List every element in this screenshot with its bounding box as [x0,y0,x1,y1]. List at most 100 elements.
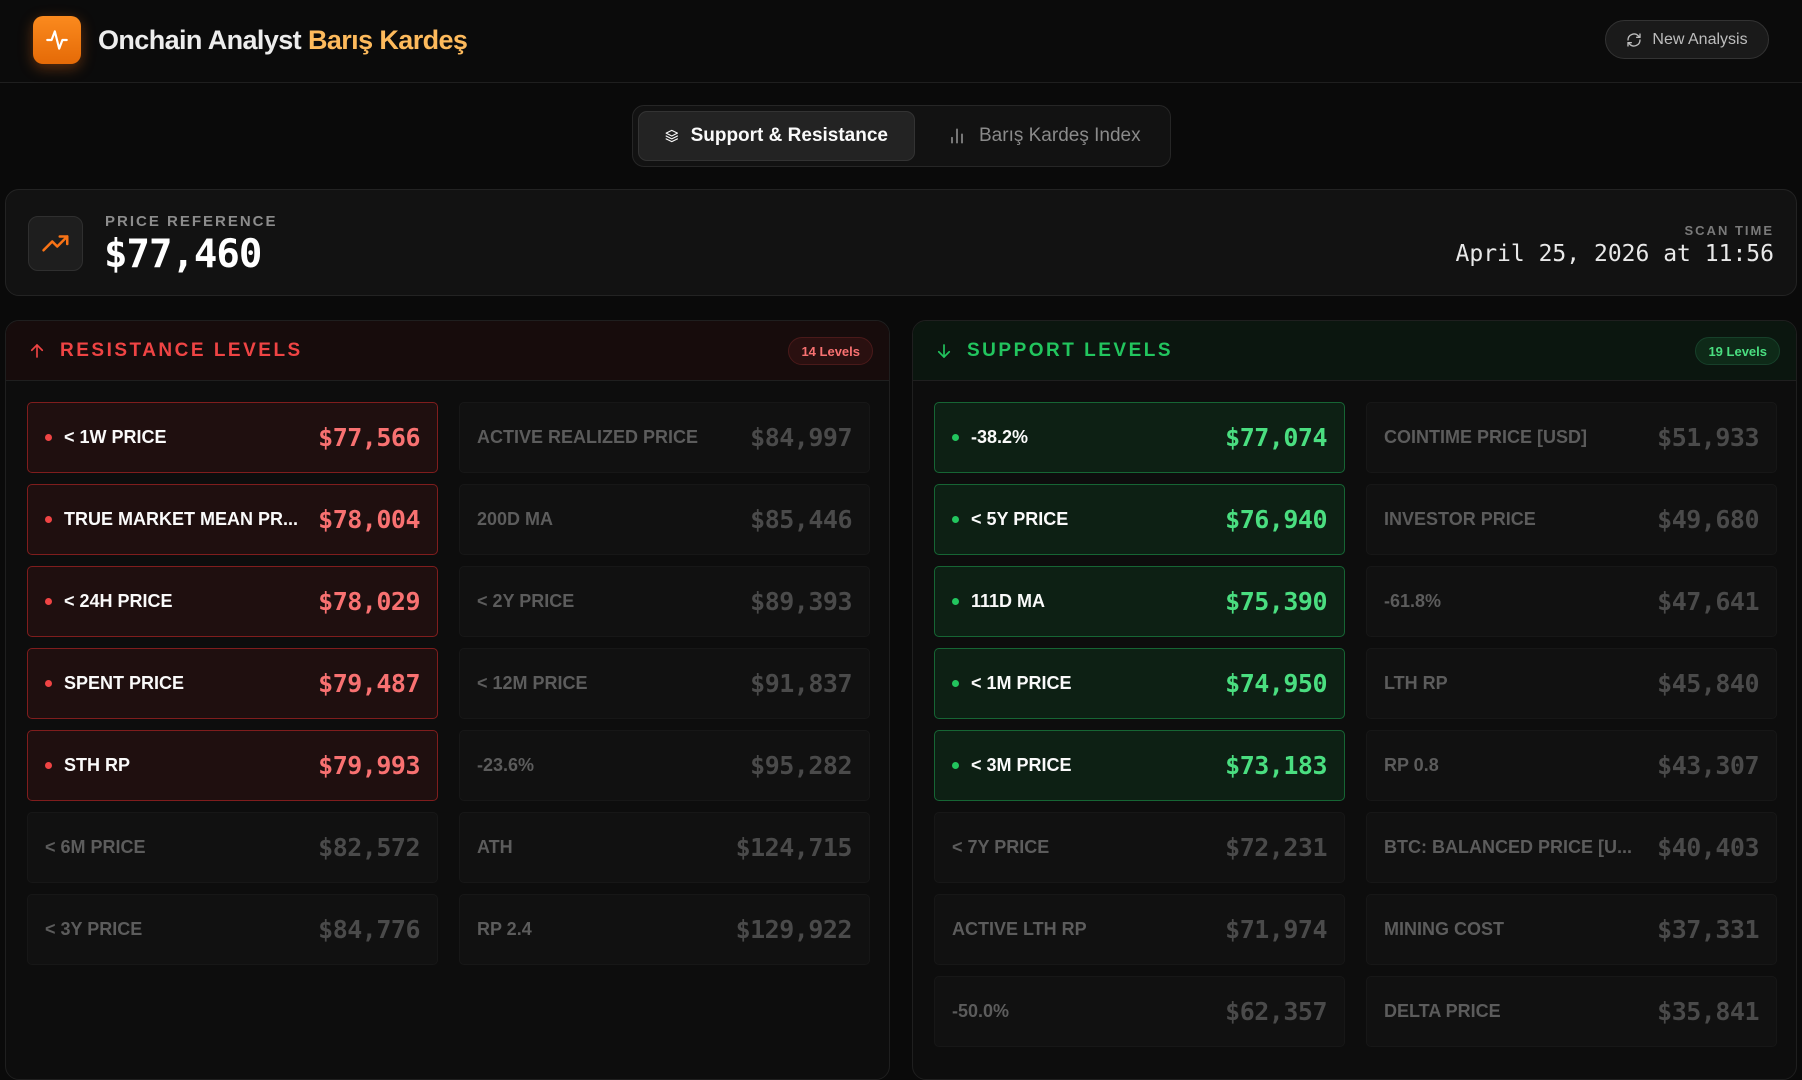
level-name: STH RP [64,755,131,775]
bar-chart-icon [951,128,963,144]
level-value: $129,922 [735,915,853,944]
level-card[interactable]: < 5Y PRICE $76,940 [934,484,1345,555]
level-card[interactable]: RP 0.8 $43,307 [1366,730,1777,801]
level-card[interactable]: COINTIME PRICE [USD] $51,933 [1366,402,1777,473]
support-grid: -38.2% $77,074 COINTIME PRICE [USD] $51,93… [934,402,1777,1047]
level-value: $95,282 [750,751,852,780]
layers-icon [665,129,678,143]
level-value: $124,715 [735,833,853,862]
tab-label: Support & Resistance [690,125,888,146]
level-card[interactable]: LTH RP $45,840 [1366,648,1777,719]
resistance-title: RESISTANCE LEVELS [60,339,303,361]
level-name: 200D MA [477,509,554,529]
level-name: SPENT PRICE [64,673,185,693]
level-card[interactable]: MINING COST $37,331 [1366,894,1777,965]
level-dot [952,516,959,523]
price-reference-value: $77,460 [104,232,262,277]
level-value: $76,940 [1225,505,1327,534]
level-name: < 24H PRICE [64,591,173,611]
price-reference-label: PRICE REFERENCE [105,213,278,230]
level-name: RP 0.8 [1384,755,1439,775]
level-name: LTH RP [1384,673,1448,693]
level-card[interactable]: < 24H PRICE $78,029 [27,566,438,637]
app-title: Onchain Analyst Barış Kardeş [98,22,468,58]
level-name: < 1W PRICE [64,427,167,447]
level-name: TRUE MARKET MEAN PR... [64,509,298,529]
level-card[interactable]: < 1M PRICE $74,950 [934,648,1345,719]
level-card[interactable]: < 7Y PRICE $72,231 [934,812,1345,883]
level-card[interactable]: STH RP $79,993 [27,730,438,801]
level-card[interactable]: < 2Y PRICE $89,393 [459,566,870,637]
level-value: $82,572 [318,833,420,862]
scan-time-label: SCAN TIME [1684,223,1774,238]
level-card[interactable]: ACTIVE REALIZED PRICE $84,997 [459,402,870,473]
level-name: ACTIVE LTH RP [952,919,1087,939]
price-reference-card: PRICE REFERENCE $77,460 SCAN TIME April … [5,189,1797,296]
level-value: $75,390 [1225,587,1327,616]
level-name: COINTIME PRICE [USD] [1384,427,1588,447]
level-card[interactable]: < 6M PRICE $82,572 [27,812,438,883]
level-value: $45,840 [1657,669,1759,698]
resistance-count-badge: 14 Levels [788,337,873,365]
level-name: < 12M PRICE [477,673,588,693]
level-card[interactable]: -38.2% $77,074 [934,402,1345,473]
level-card[interactable]: ATH $124,715 [459,812,870,883]
level-value: $49,680 [1657,505,1759,534]
level-card[interactable]: 111D MA $75,390 [934,566,1345,637]
resistance-header: RESISTANCE LEVELS 14 Levels [6,321,889,381]
level-card[interactable]: BTC: BALANCED PRICE [U... $40,403 [1366,812,1777,883]
level-card[interactable]: 200D MA $85,446 [459,484,870,555]
level-value: $35,841 [1657,997,1759,1026]
level-card[interactable]: TRUE MARKET MEAN PR... $78,004 [27,484,438,555]
level-card[interactable]: -50.0% $62,357 [934,976,1345,1047]
arrow-down-icon [937,343,951,358]
level-dot [45,434,52,441]
level-value: $78,004 [318,505,420,534]
level-value: $71,974 [1225,915,1327,944]
level-name: -23.6% [477,755,535,775]
refresh-icon [1627,32,1642,47]
level-card[interactable]: ACTIVE LTH RP $71,974 [934,894,1345,965]
support-title: SUPPORT LEVELS [967,339,1174,361]
level-name: BTC: BALANCED PRICE [U... [1384,837,1632,857]
app-title-main: Onchain Analyst [98,25,302,55]
level-card[interactable]: RP 2.4 $129,922 [459,894,870,965]
level-card[interactable]: INVESTOR PRICE $49,680 [1366,484,1777,555]
level-name: -61.8% [1384,591,1442,611]
app-title-highlight: Barış Kardeş [307,25,468,55]
level-card[interactable]: -61.8% $47,641 [1366,566,1777,637]
support-count-badge: 19 Levels [1695,337,1780,365]
level-value: $77,566 [318,423,420,452]
tab-index[interactable]: Barış Kardeş Index [921,111,1167,161]
level-dot [952,680,959,687]
level-card[interactable]: < 12M PRICE $91,837 [459,648,870,719]
level-value: $84,997 [750,423,852,452]
level-dot [45,762,52,769]
new-analysis-button[interactable]: New Analysis [1605,20,1769,59]
level-value: $78,029 [318,587,420,616]
level-name: < 2Y PRICE [477,591,575,611]
level-dot [45,598,52,605]
level-name: RP 2.4 [477,919,532,939]
tab-support-resistance[interactable]: Support & Resistance [638,111,915,161]
level-dot [952,434,959,441]
level-value: $72,231 [1225,833,1327,862]
level-card[interactable]: SPENT PRICE $79,487 [27,648,438,719]
level-value: $79,993 [318,751,420,780]
level-card[interactable]: < 3Y PRICE $84,776 [27,894,438,965]
level-card[interactable]: < 1W PRICE $77,566 [27,402,438,473]
level-name: INVESTOR PRICE [1384,509,1536,529]
activity-logo-icon [33,16,81,64]
level-value: $62,357 [1225,997,1327,1026]
level-value: $37,331 [1657,915,1759,944]
level-name: MINING COST [1384,919,1504,939]
level-card[interactable]: -23.6% $95,282 [459,730,870,801]
level-name: ACTIVE REALIZED PRICE [477,427,699,447]
level-name: < 6M PRICE [45,837,146,857]
level-card[interactable]: DELTA PRICE $35,841 [1366,976,1777,1047]
scan-time-value: April 25, 2026 at 11:56 [1455,241,1775,267]
new-analysis-label: New Analysis [1652,30,1748,48]
level-name: ATH [477,837,513,857]
level-dot [45,516,52,523]
level-card[interactable]: < 3M PRICE $73,183 [934,730,1345,801]
